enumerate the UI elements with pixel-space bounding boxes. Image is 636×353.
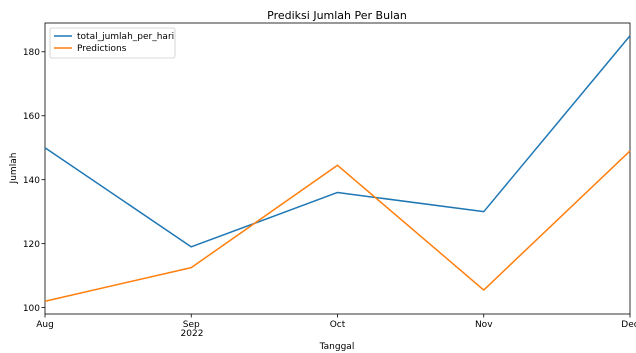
y-axis-title: Jumlah	[9, 153, 19, 185]
series-line-actual	[44, 35, 631, 248]
y-tick-label: 160	[23, 112, 40, 122]
x-tick-label: Nov	[475, 320, 493, 330]
series-layer	[44, 35, 631, 302]
series-line-predictions	[44, 150, 631, 302]
x-tick-label: Sep	[183, 320, 200, 330]
y-tick-label: 140	[23, 176, 40, 186]
legend-label: total_jumlah_per_hari	[77, 32, 174, 42]
x-tick-label: Dec	[621, 320, 636, 330]
x-axis: Aug Sep Oct Nov Dec	[36, 314, 636, 330]
x-tick-label: Oct	[330, 320, 346, 330]
legend: total_jumlah_per_hari Predictions	[49, 27, 176, 59]
x-axis-year-label: 2022	[181, 329, 204, 339]
x-tick-label: Aug	[36, 320, 54, 330]
y-axis: 100 120 140 160 180	[23, 48, 45, 314]
x-axis-title: Tanggal	[319, 342, 355, 352]
y-tick-label: 180	[23, 48, 40, 58]
legend-label: Predictions	[77, 44, 127, 54]
chart-title: Prediksi Jumlah Per Bulan	[267, 9, 407, 22]
y-tick-label: 100	[23, 304, 40, 314]
legend-box	[49, 27, 176, 59]
y-tick-label: 120	[23, 240, 40, 250]
